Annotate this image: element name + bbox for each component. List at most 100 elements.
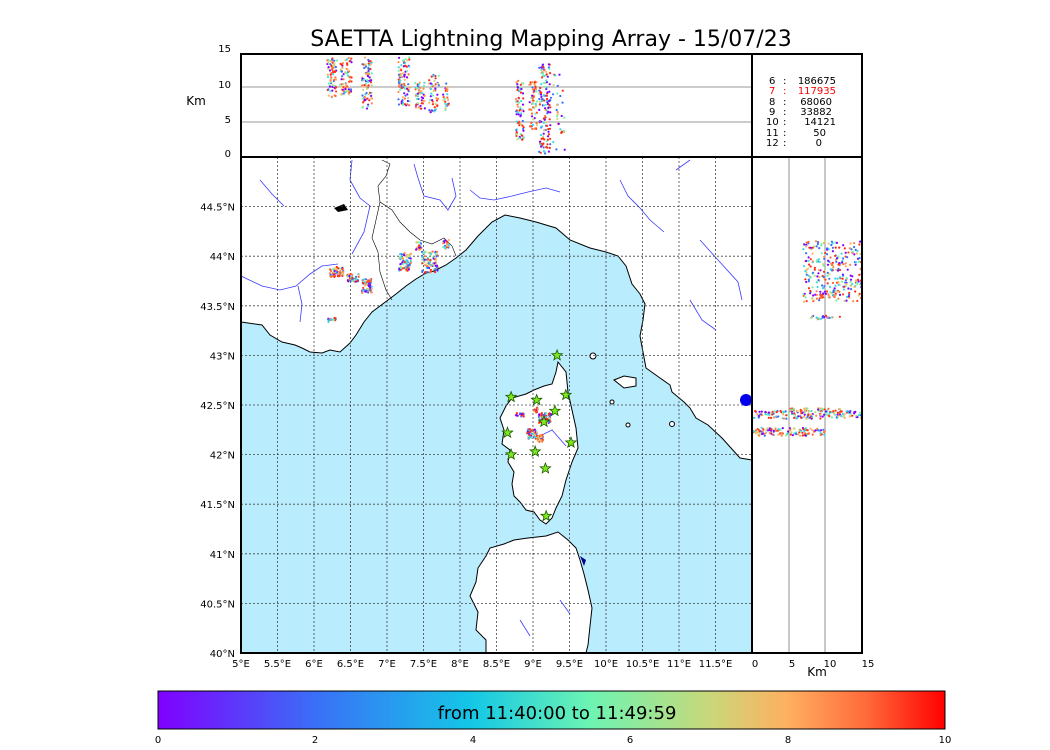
side-source [824, 292, 828, 295]
side-source [812, 299, 815, 302]
side-source [811, 271, 815, 274]
altitude-source [517, 111, 520, 114]
side-source [790, 431, 793, 434]
side-source [791, 412, 794, 415]
lightning-source [434, 271, 437, 274]
svg-text::: : [783, 117, 786, 128]
altitude-source [407, 88, 410, 91]
side-source [759, 431, 762, 435]
latitude-tick-label: 44.5°N [200, 203, 235, 214]
altitude-source [420, 90, 423, 93]
side-source [820, 244, 823, 247]
side-source [757, 414, 760, 417]
altitude-source [521, 138, 524, 141]
longitude-tick-label: 7°E [378, 659, 396, 670]
lightning-source [422, 260, 425, 264]
side-source [823, 413, 826, 416]
altitude-source [420, 96, 423, 99]
side-source [816, 242, 820, 246]
lightning-source [364, 284, 367, 287]
side-source [822, 270, 826, 273]
svg-text::: : [783, 128, 786, 139]
side-source [764, 431, 767, 435]
lightning-source [534, 434, 537, 437]
altitude-source [402, 65, 405, 68]
side-source [763, 434, 766, 437]
lightning-source [331, 272, 334, 275]
svg-text:0: 0 [816, 138, 822, 149]
side-source [811, 286, 814, 289]
side-source [859, 252, 862, 256]
side-source [805, 417, 808, 420]
altitude-source [540, 82, 543, 86]
side-source [849, 263, 852, 266]
altitude-source [332, 64, 335, 67]
side-source [831, 250, 835, 253]
side-source [817, 408, 820, 411]
altitude-source [520, 99, 523, 103]
colorbar-tick: 8 [785, 735, 791, 746]
altitude-source [363, 96, 366, 99]
side-source [815, 297, 818, 300]
latitude-tick-label: 40°N [210, 649, 235, 660]
lightning-source [427, 251, 430, 254]
side-source [807, 274, 810, 277]
altitude-source [543, 118, 546, 121]
altitude-source [560, 131, 563, 134]
lma-stations [501, 348, 578, 522]
side-source [811, 246, 814, 249]
side-source [760, 426, 763, 429]
side-source [858, 411, 862, 414]
altitude-source [365, 87, 369, 90]
lightning-source [355, 275, 358, 278]
altitude-source [521, 92, 525, 95]
svg-text:14121: 14121 [804, 117, 836, 128]
side-source [809, 258, 812, 261]
side-altitude-points [752, 240, 862, 437]
altitude-source [516, 105, 520, 108]
altitude-source [331, 83, 334, 86]
lightning-source [549, 413, 552, 416]
side-source [821, 407, 824, 410]
station-star-icon [539, 461, 552, 474]
altitude-source [432, 74, 436, 78]
lightning-source [335, 265, 338, 269]
side-source [797, 433, 800, 436]
altitude-source [370, 102, 373, 105]
lightning-source [533, 430, 536, 433]
side-source [824, 410, 828, 413]
side-source [785, 414, 788, 417]
altitude-source [370, 97, 373, 100]
side-source [815, 290, 818, 293]
altitude-source [408, 65, 411, 68]
altitude-source [397, 73, 401, 76]
side-source [764, 413, 767, 416]
side-source [804, 427, 807, 430]
side-source [807, 278, 810, 281]
side-source [857, 260, 861, 263]
altitude-source [435, 97, 438, 100]
altitude-source [520, 87, 523, 91]
side-source [823, 285, 826, 288]
altitude-source [546, 146, 549, 149]
colorbar-tick: 4 [470, 735, 476, 746]
side-source [807, 280, 811, 283]
longitude-tick-label: 8°E [451, 659, 469, 670]
altitude-source [347, 56, 350, 60]
altitude-source [414, 82, 417, 85]
longitude-tick-label: 10.5°E [626, 659, 660, 670]
side-source [834, 277, 837, 280]
side-source [774, 415, 778, 418]
side-source [846, 256, 849, 259]
lightning-sources [327, 238, 553, 443]
side-source [832, 266, 835, 269]
altitude-source [515, 81, 518, 84]
side-source [822, 241, 826, 245]
side-source [858, 292, 861, 295]
altitude-source [406, 70, 409, 73]
altitude-source [542, 94, 545, 97]
altitude-source [529, 81, 532, 84]
altitude-source [405, 65, 408, 68]
lightning-source [337, 274, 340, 277]
altitude-source [397, 69, 400, 72]
